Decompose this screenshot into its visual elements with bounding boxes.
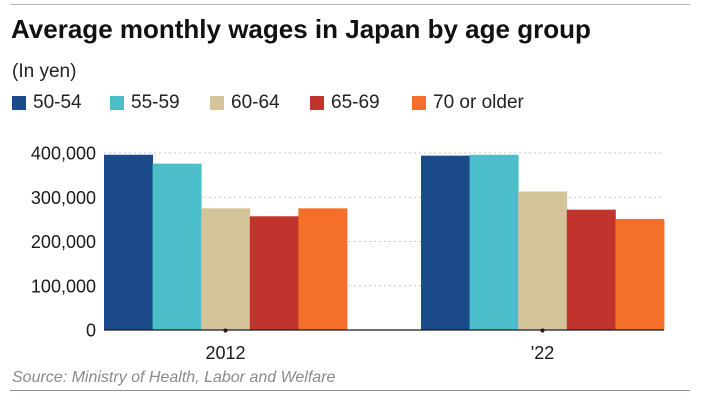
legend-item-60-64: 60-64 xyxy=(210,92,280,114)
source-note: Source: Ministry of Health, Labor and We… xyxy=(12,369,336,386)
bar-60-64-0 xyxy=(201,208,251,330)
bar-60-64-1 xyxy=(518,191,568,330)
y-tick-label: 200,000 xyxy=(31,232,96,252)
x-tick-mark xyxy=(223,328,228,333)
chart-title: Average monthly wages in Japan by age gr… xyxy=(11,14,591,44)
bar-55-59-0 xyxy=(152,163,202,330)
legend-swatch xyxy=(210,96,224,110)
top-divider xyxy=(10,4,690,5)
legend-item-55-59: 55-59 xyxy=(110,92,180,114)
bottom-divider xyxy=(10,390,690,391)
legend-swatch xyxy=(12,96,26,110)
axes xyxy=(104,328,664,333)
legend-item-50-54: 50-54 xyxy=(12,92,82,114)
chart-unit-label: (In yen) xyxy=(12,61,77,82)
bar-50-54-0 xyxy=(104,154,153,330)
legend-swatch xyxy=(110,96,124,110)
legend-label: 70 or older xyxy=(433,92,524,113)
y-tick-label: 400,000 xyxy=(31,144,96,164)
bar-55-59-1 xyxy=(469,154,519,330)
y-tick-label: 0 xyxy=(86,321,96,341)
x-tick-label: 2012 xyxy=(205,343,245,363)
bar-50-54-1 xyxy=(421,155,470,330)
legend-label: 50-54 xyxy=(33,92,82,113)
bar-65-69-0 xyxy=(249,216,299,330)
legend-swatch xyxy=(310,96,324,110)
tick-labels: 0 100,000 200,000 300,000 400,000 2012 '22 xyxy=(31,144,554,364)
x-tick-label: '22 xyxy=(531,343,554,363)
bar-70-or-older-1 xyxy=(615,218,665,330)
y-tick-label: 300,000 xyxy=(31,188,96,208)
legend-label: 65-69 xyxy=(331,92,380,113)
legend-item-70-or-older: 70 or older xyxy=(412,92,524,114)
legend-label: 60-64 xyxy=(231,92,280,113)
bars xyxy=(104,154,665,330)
y-tick-label: 100,000 xyxy=(31,276,96,296)
bar-65-69-1 xyxy=(566,209,616,330)
legend-swatch xyxy=(412,96,426,110)
x-tick-mark xyxy=(540,328,545,333)
legend-item-65-69: 65-69 xyxy=(310,92,380,114)
bar-70-or-older-0 xyxy=(298,208,348,330)
legend-label: 55-59 xyxy=(131,92,180,113)
